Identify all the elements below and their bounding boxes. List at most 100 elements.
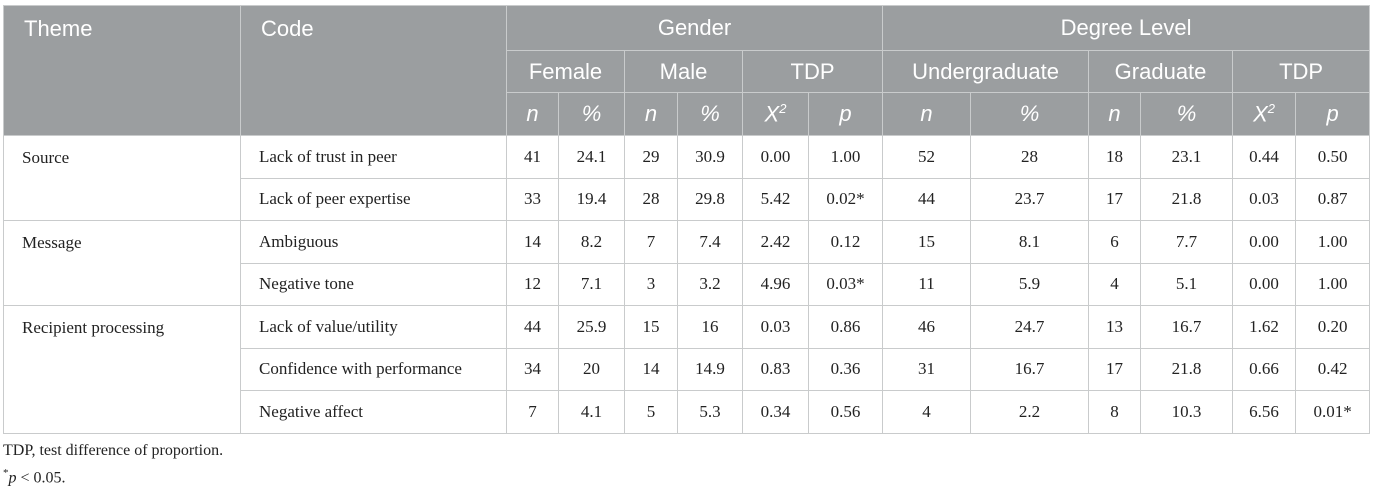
- value-cell: 11: [882, 262, 972, 306]
- value-cell: 20: [558, 347, 625, 391]
- header-row: n% n% X2 p n% n% X2 p: [4, 92, 1371, 136]
- value-cell: 0.66: [1232, 347, 1297, 391]
- value-cell: 0.42: [1295, 347, 1371, 391]
- stat-header: n: [1088, 92, 1142, 136]
- value-cell: 0.20: [1295, 305, 1371, 349]
- header-cell: Code: [240, 5, 507, 136]
- value-cell: 5.1: [1140, 262, 1234, 306]
- value-cell: 1.62: [1232, 305, 1297, 349]
- value-cell: 4: [1088, 262, 1142, 306]
- theme-cell: Source: [3, 135, 241, 221]
- stat-header: p: [807, 92, 884, 136]
- value-cell: 0.00: [1232, 220, 1297, 264]
- value-cell: 8.1: [970, 220, 1090, 264]
- value-cell: 7.7: [1140, 220, 1234, 264]
- value-cell: 0.83: [742, 347, 809, 391]
- stat-label: %: [1019, 101, 1040, 126]
- value-cell: 44: [506, 305, 559, 349]
- value-cell: 0.01*: [1295, 390, 1371, 434]
- stat-label: p: [839, 101, 852, 126]
- stat-header: n: [882, 92, 972, 136]
- body-row: Recipient processing Lack of value/utilit…: [3, 305, 1371, 434]
- stat-header: %: [558, 92, 625, 136]
- value-cell: 21.8: [1140, 177, 1234, 221]
- footnote-italic: p: [8, 469, 17, 487]
- stat-header: p: [1295, 92, 1371, 136]
- theme-cell: Message: [3, 220, 241, 306]
- header-row: Female Male TDP Undergraduate Graduate TDP: [4, 50, 1371, 93]
- value-cell: 24.7: [970, 305, 1090, 349]
- subgroup-header: Female: [506, 50, 625, 93]
- subgroup-header: TDP: [1232, 50, 1371, 93]
- value-cell: 0.36: [807, 347, 884, 391]
- stat-header: X2: [1232, 92, 1297, 136]
- header-row: Theme Code Gender Degree Level: [3, 5, 1371, 136]
- value-cell: 46: [882, 305, 972, 349]
- code-cell: Negative affect: [240, 390, 507, 434]
- value-cell: 4: [882, 390, 972, 434]
- value-cell: 15: [882, 220, 972, 264]
- value-cell: 14: [506, 220, 559, 264]
- value-cell: 0.12: [807, 220, 884, 264]
- value-cell: 1.00: [1295, 220, 1371, 264]
- value-cell: 0.34: [742, 390, 809, 434]
- footnote: *p < 0.05.: [3, 462, 223, 489]
- value-cell: 16.7: [970, 347, 1090, 391]
- value-cell: 14: [624, 347, 678, 391]
- value-cell: 0.86: [807, 305, 884, 349]
- value-cell: 17: [1088, 177, 1142, 221]
- value-cell: 19.4: [558, 177, 625, 221]
- stat-header: %: [970, 92, 1090, 136]
- value-cell: 23.7: [970, 177, 1090, 221]
- value-cell: 0.03: [742, 305, 809, 349]
- value-cell: 3: [624, 262, 678, 306]
- value-cell: 6.56: [1232, 390, 1297, 434]
- stat-header: %: [677, 92, 743, 136]
- value-cell: 44: [882, 177, 972, 221]
- body-row: Lack of peer expertise 33 19.4 28 29.8 5.42 0.…: [4, 177, 1371, 221]
- value-cell: 7.1: [558, 262, 625, 306]
- value-cell: 5.3: [677, 390, 743, 434]
- value-cell: 28: [970, 135, 1090, 179]
- footnote: TDP, test difference of proportion.: [3, 442, 224, 459]
- value-cell: 13: [1088, 305, 1142, 349]
- value-cell: 17: [1088, 347, 1142, 391]
- value-cell: 25.9: [558, 305, 625, 349]
- stat-label: %: [700, 101, 720, 126]
- stat-label: X: [764, 101, 780, 127]
- stat-sup: 2: [1267, 100, 1275, 116]
- stat-label: n: [526, 101, 539, 126]
- value-cell: 5: [624, 390, 678, 434]
- body-row: Negative affect 7 4.1 5 5.3 0.34 0.56 4 2.2 8 10.3…: [4, 390, 1371, 434]
- value-cell: 29: [624, 135, 678, 179]
- table-body: Source Lack of trust in peer 41 24.1 29 30.9 0…: [3, 135, 1371, 434]
- subgroup-header: Graduate: [1088, 50, 1234, 93]
- value-cell: 15: [624, 305, 678, 349]
- value-cell: 7: [624, 220, 678, 264]
- stat-label: p: [1326, 101, 1339, 126]
- group-header: Degree Level: [882, 5, 1371, 51]
- value-cell: 30.9: [677, 135, 743, 179]
- value-cell: 8.2: [558, 220, 625, 264]
- code-cell: Negative tone: [240, 262, 507, 306]
- value-cell: 8: [1088, 390, 1142, 434]
- footnote-text: < 0.05.: [16, 469, 66, 487]
- value-cell: 6: [1088, 220, 1142, 264]
- value-cell: 29.8: [677, 177, 743, 221]
- value-cell: 33: [506, 177, 559, 221]
- value-cell: 0.03: [1232, 177, 1297, 221]
- stat-label: n: [1108, 101, 1121, 126]
- stat-label: n: [920, 101, 933, 126]
- code-cell: Lack of trust in peer: [240, 135, 507, 179]
- value-cell: 16: [677, 305, 743, 349]
- value-cell: 0.02*: [807, 177, 884, 221]
- code-cell: Confidence with performance: [240, 347, 507, 391]
- value-cell: 0.50: [1295, 135, 1371, 179]
- value-cell: 5.42: [742, 177, 809, 221]
- subgroup-header: TDP: [741, 50, 884, 93]
- value-cell: 16.7: [1140, 305, 1234, 349]
- value-cell: 4.1: [558, 390, 625, 434]
- body-row: Source Lack of trust in peer 41 24.1 29 30.9 0…: [3, 135, 1371, 221]
- value-cell: 41: [506, 135, 559, 179]
- value-cell: 10.3: [1140, 390, 1234, 434]
